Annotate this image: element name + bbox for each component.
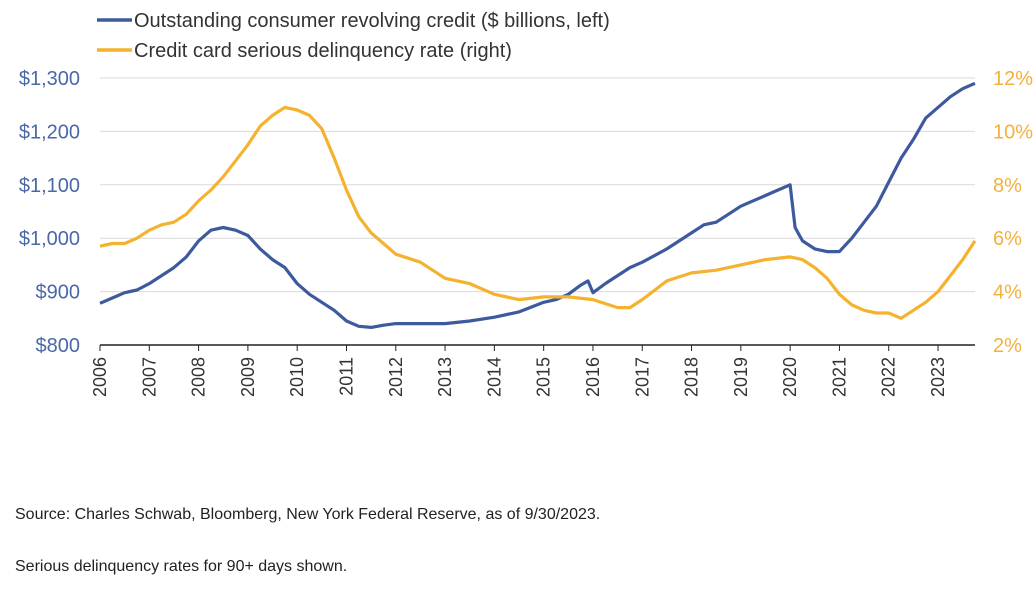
right-axis-tick-label: 2% xyxy=(993,335,1022,357)
x-axis-tick-label: 2016 xyxy=(583,357,603,397)
legend: Outstanding consumer revolving credit ($… xyxy=(97,10,610,62)
left-axis-tick-label: $800 xyxy=(36,335,81,357)
left-axis-tick-label: $1,300 xyxy=(19,68,80,90)
right-axis-ticks: 2% 4% 6% 8% 10% 12% xyxy=(993,68,1033,357)
x-axis-tick-label: 2013 xyxy=(435,357,455,397)
x-axis-tick-label: 2014 xyxy=(484,357,504,397)
x-axis-ticks: 2006 2007 2008 2009 2010 2011 2012 2013 2014 2015… xyxy=(90,357,948,397)
x-axis-tick-label: 2020 xyxy=(780,357,800,397)
x-axis-tick-label: 2015 xyxy=(534,357,554,397)
x-axis-tick-label: 2009 xyxy=(238,357,258,397)
left-axis-tick-label: $1,200 xyxy=(19,121,80,143)
right-axis-tick-label: 12% xyxy=(993,68,1033,90)
x-axis-tick-label: 2017 xyxy=(632,357,652,397)
left-axis-tick-label: $1,000 xyxy=(19,228,80,250)
x-axis-tick-label: 2011 xyxy=(336,357,356,396)
x-axis-tick-label: 2019 xyxy=(731,357,751,397)
left-axis-ticks: $800 $900 $1,000 $1,100 $1,200 $1,300 xyxy=(19,68,80,357)
series-line-revolving-credit xyxy=(99,81,976,329)
x-axis-tick-label: 2008 xyxy=(189,357,209,397)
right-axis-tick-label: 10% xyxy=(993,121,1033,143)
x-axis-tick-label: 2007 xyxy=(139,357,159,397)
x-axis-tick-label: 2010 xyxy=(287,357,307,397)
series-line-delinquency-rate xyxy=(99,105,977,320)
right-axis-tick-label: 8% xyxy=(993,175,1022,197)
right-axis-tick-label: 4% xyxy=(993,282,1022,304)
x-axis-tick-label: 2022 xyxy=(879,357,899,397)
grid-lines xyxy=(100,77,975,293)
line-chart: $800 $900 $1,000 $1,100 $1,200 $1,300 2% 4% 6% 8… xyxy=(19,10,1033,397)
left-axis-tick-label: $900 xyxy=(36,282,81,304)
x-axis-tick-label: 2023 xyxy=(928,357,948,397)
legend-label-delinquency-rate: Credit card serious delinquency rate (ri… xyxy=(134,40,512,62)
left-axis-tick-label: $1,100 xyxy=(19,175,80,197)
x-axis-tick-label: 2012 xyxy=(386,357,406,397)
legend-label-revolving-credit: Outstanding consumer revolving credit ($… xyxy=(134,10,610,32)
x-axis-tick-marks xyxy=(99,345,939,351)
x-axis-tick-label: 2018 xyxy=(682,357,702,397)
source-note: Source: Charles Schwab, Bloomberg, New Y… xyxy=(15,506,601,523)
x-axis-tick-label: 2006 xyxy=(90,357,110,397)
x-axis-tick-label: 2021 xyxy=(829,357,849,397)
footnote: Serious delinquency rates for 90+ days s… xyxy=(15,558,348,575)
right-axis-tick-label: 6% xyxy=(993,228,1022,250)
